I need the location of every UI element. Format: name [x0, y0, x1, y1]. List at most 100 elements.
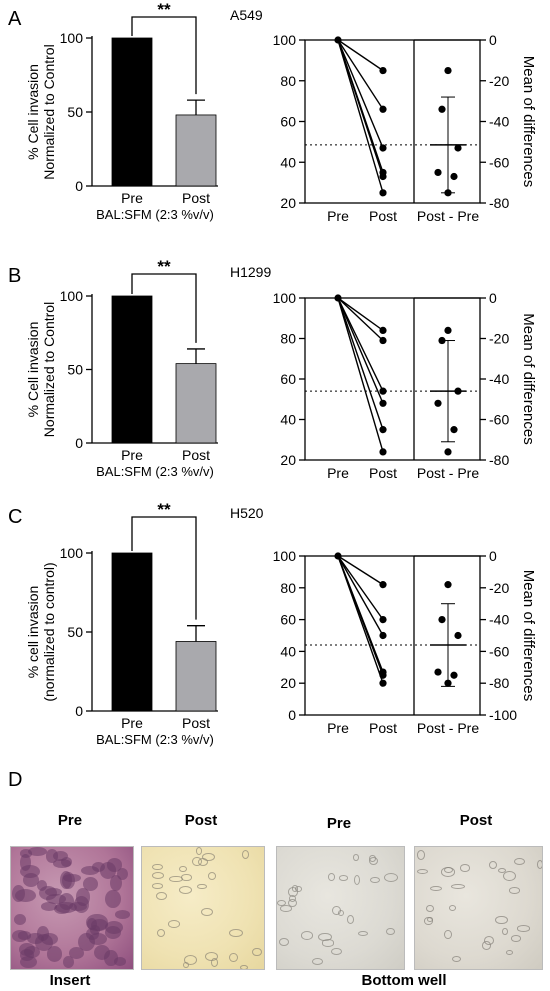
paired-right-tick-label: -40 — [489, 612, 509, 628]
cell-blob — [332, 906, 341, 916]
paired-right-tick-label: -80 — [489, 675, 509, 691]
cell-blob — [208, 872, 217, 880]
cell-blob — [169, 875, 183, 883]
cell-blob — [386, 927, 395, 935]
cell-blob — [105, 890, 121, 909]
cell-blob — [312, 958, 324, 965]
difference-point — [438, 616, 446, 624]
paired-right-tick-label: 0 — [489, 548, 497, 564]
cell-blob — [114, 957, 127, 966]
cell-blob — [352, 854, 359, 861]
paired-right-axis-title: Mean of differences — [520, 570, 537, 701]
cell-blob — [482, 941, 491, 950]
cell-blob — [506, 950, 514, 956]
bar-y-label-line2: Normalized to Control — [41, 44, 57, 179]
paired-left-tick-label: 20 — [280, 195, 296, 211]
difference-point — [434, 399, 442, 407]
cell-blob — [451, 884, 466, 890]
difference-point — [450, 172, 458, 181]
paired-right-axis-title: Mean of differences — [520, 313, 537, 444]
paired-plot-frame — [304, 555, 481, 716]
cell-blob — [46, 893, 67, 904]
cell-blob — [497, 867, 507, 874]
cell-blob — [240, 965, 248, 969]
cell-blob — [167, 920, 180, 928]
bar-post — [175, 114, 217, 187]
paired-x-tick-diff: Post - Pre — [417, 465, 479, 481]
cell-blob — [426, 904, 435, 913]
cell-blob — [20, 955, 38, 968]
paired-line — [337, 297, 384, 453]
paired-post-point — [379, 326, 387, 334]
cell-blob — [384, 873, 398, 883]
paired-post-point — [379, 172, 387, 181]
paired-pre-point — [334, 294, 342, 302]
bar-pre — [111, 37, 153, 187]
difference-point — [444, 581, 452, 589]
paired-right-tick-label: -60 — [489, 154, 509, 170]
cell-blob — [52, 850, 68, 861]
cell-blob — [516, 925, 531, 932]
paired-left-tick-label: 40 — [280, 412, 296, 428]
paired-x-tick-diff: Post - Pre — [417, 720, 479, 736]
bar-post — [175, 363, 217, 444]
bar-x-tick-label: Post — [182, 715, 210, 731]
difference-point — [434, 168, 442, 177]
cell-blob — [53, 859, 71, 869]
cell-blob — [460, 864, 470, 872]
cell-blob — [81, 865, 100, 876]
micrograph-3 — [276, 846, 405, 970]
paired-line — [337, 555, 384, 621]
cell-blob — [94, 944, 111, 960]
paired-right-tick-label: -20 — [489, 580, 509, 596]
cell-blob — [14, 889, 37, 903]
cell-line-label: A549 — [230, 7, 263, 23]
cell-blob — [331, 948, 343, 956]
difference-point — [438, 105, 446, 113]
paired-x-tick-pre: Pre — [327, 465, 349, 481]
bar-y-label-line1: % cell invasion — [25, 586, 41, 679]
paired-post-point — [379, 679, 387, 687]
paired-post-point — [379, 399, 387, 407]
paired-right-tick-label: -40 — [489, 371, 509, 387]
cell-blob — [501, 927, 508, 936]
panel-letter-c: C — [8, 506, 22, 528]
cell-blob — [444, 866, 453, 873]
paired-left-tick-label: 0 — [288, 707, 296, 723]
paired-pre-point — [334, 36, 342, 44]
paired-post-point — [379, 581, 387, 589]
paired-left-tick-label: 80 — [280, 580, 296, 596]
bar-x-tick-label: Post — [182, 447, 210, 463]
cell-blob — [184, 955, 198, 965]
cell-blob — [368, 856, 378, 866]
paired-post-point — [379, 616, 387, 624]
cell-blob — [536, 860, 542, 870]
cell-line-label: H1299 — [230, 264, 271, 280]
paired-left-tick-label: 20 — [280, 452, 296, 468]
paired-line — [337, 297, 384, 392]
paired-post-point — [379, 426, 387, 434]
paired-right-tick-label: -60 — [489, 412, 509, 428]
paired-left-tick-label: 60 — [280, 114, 296, 130]
cell-blob — [444, 929, 452, 940]
paired-line — [337, 297, 384, 404]
bar-y-tick-label: 100 — [60, 545, 84, 561]
paired-x-tick-pre: Pre — [327, 208, 349, 224]
cell-blob — [252, 948, 262, 957]
cell-blob — [424, 917, 434, 925]
cell-blob — [62, 871, 76, 889]
cell-blob — [91, 861, 106, 873]
cell-blob — [328, 873, 336, 881]
cell-blob — [430, 885, 442, 891]
significance-stars: ** — [157, 0, 171, 19]
paired-left-tick-label: 80 — [280, 331, 296, 347]
cell-blob — [280, 905, 293, 912]
cell-blob — [200, 907, 214, 917]
bar-y-tick-label: 0 — [75, 178, 83, 194]
cell-blob — [508, 887, 521, 894]
bar-y-label-line2: (normalized to control) — [41, 562, 57, 701]
cell-blob — [510, 935, 522, 942]
paired-left-tick-label: 60 — [280, 371, 296, 387]
paired-left-tick-label: 20 — [280, 675, 296, 691]
